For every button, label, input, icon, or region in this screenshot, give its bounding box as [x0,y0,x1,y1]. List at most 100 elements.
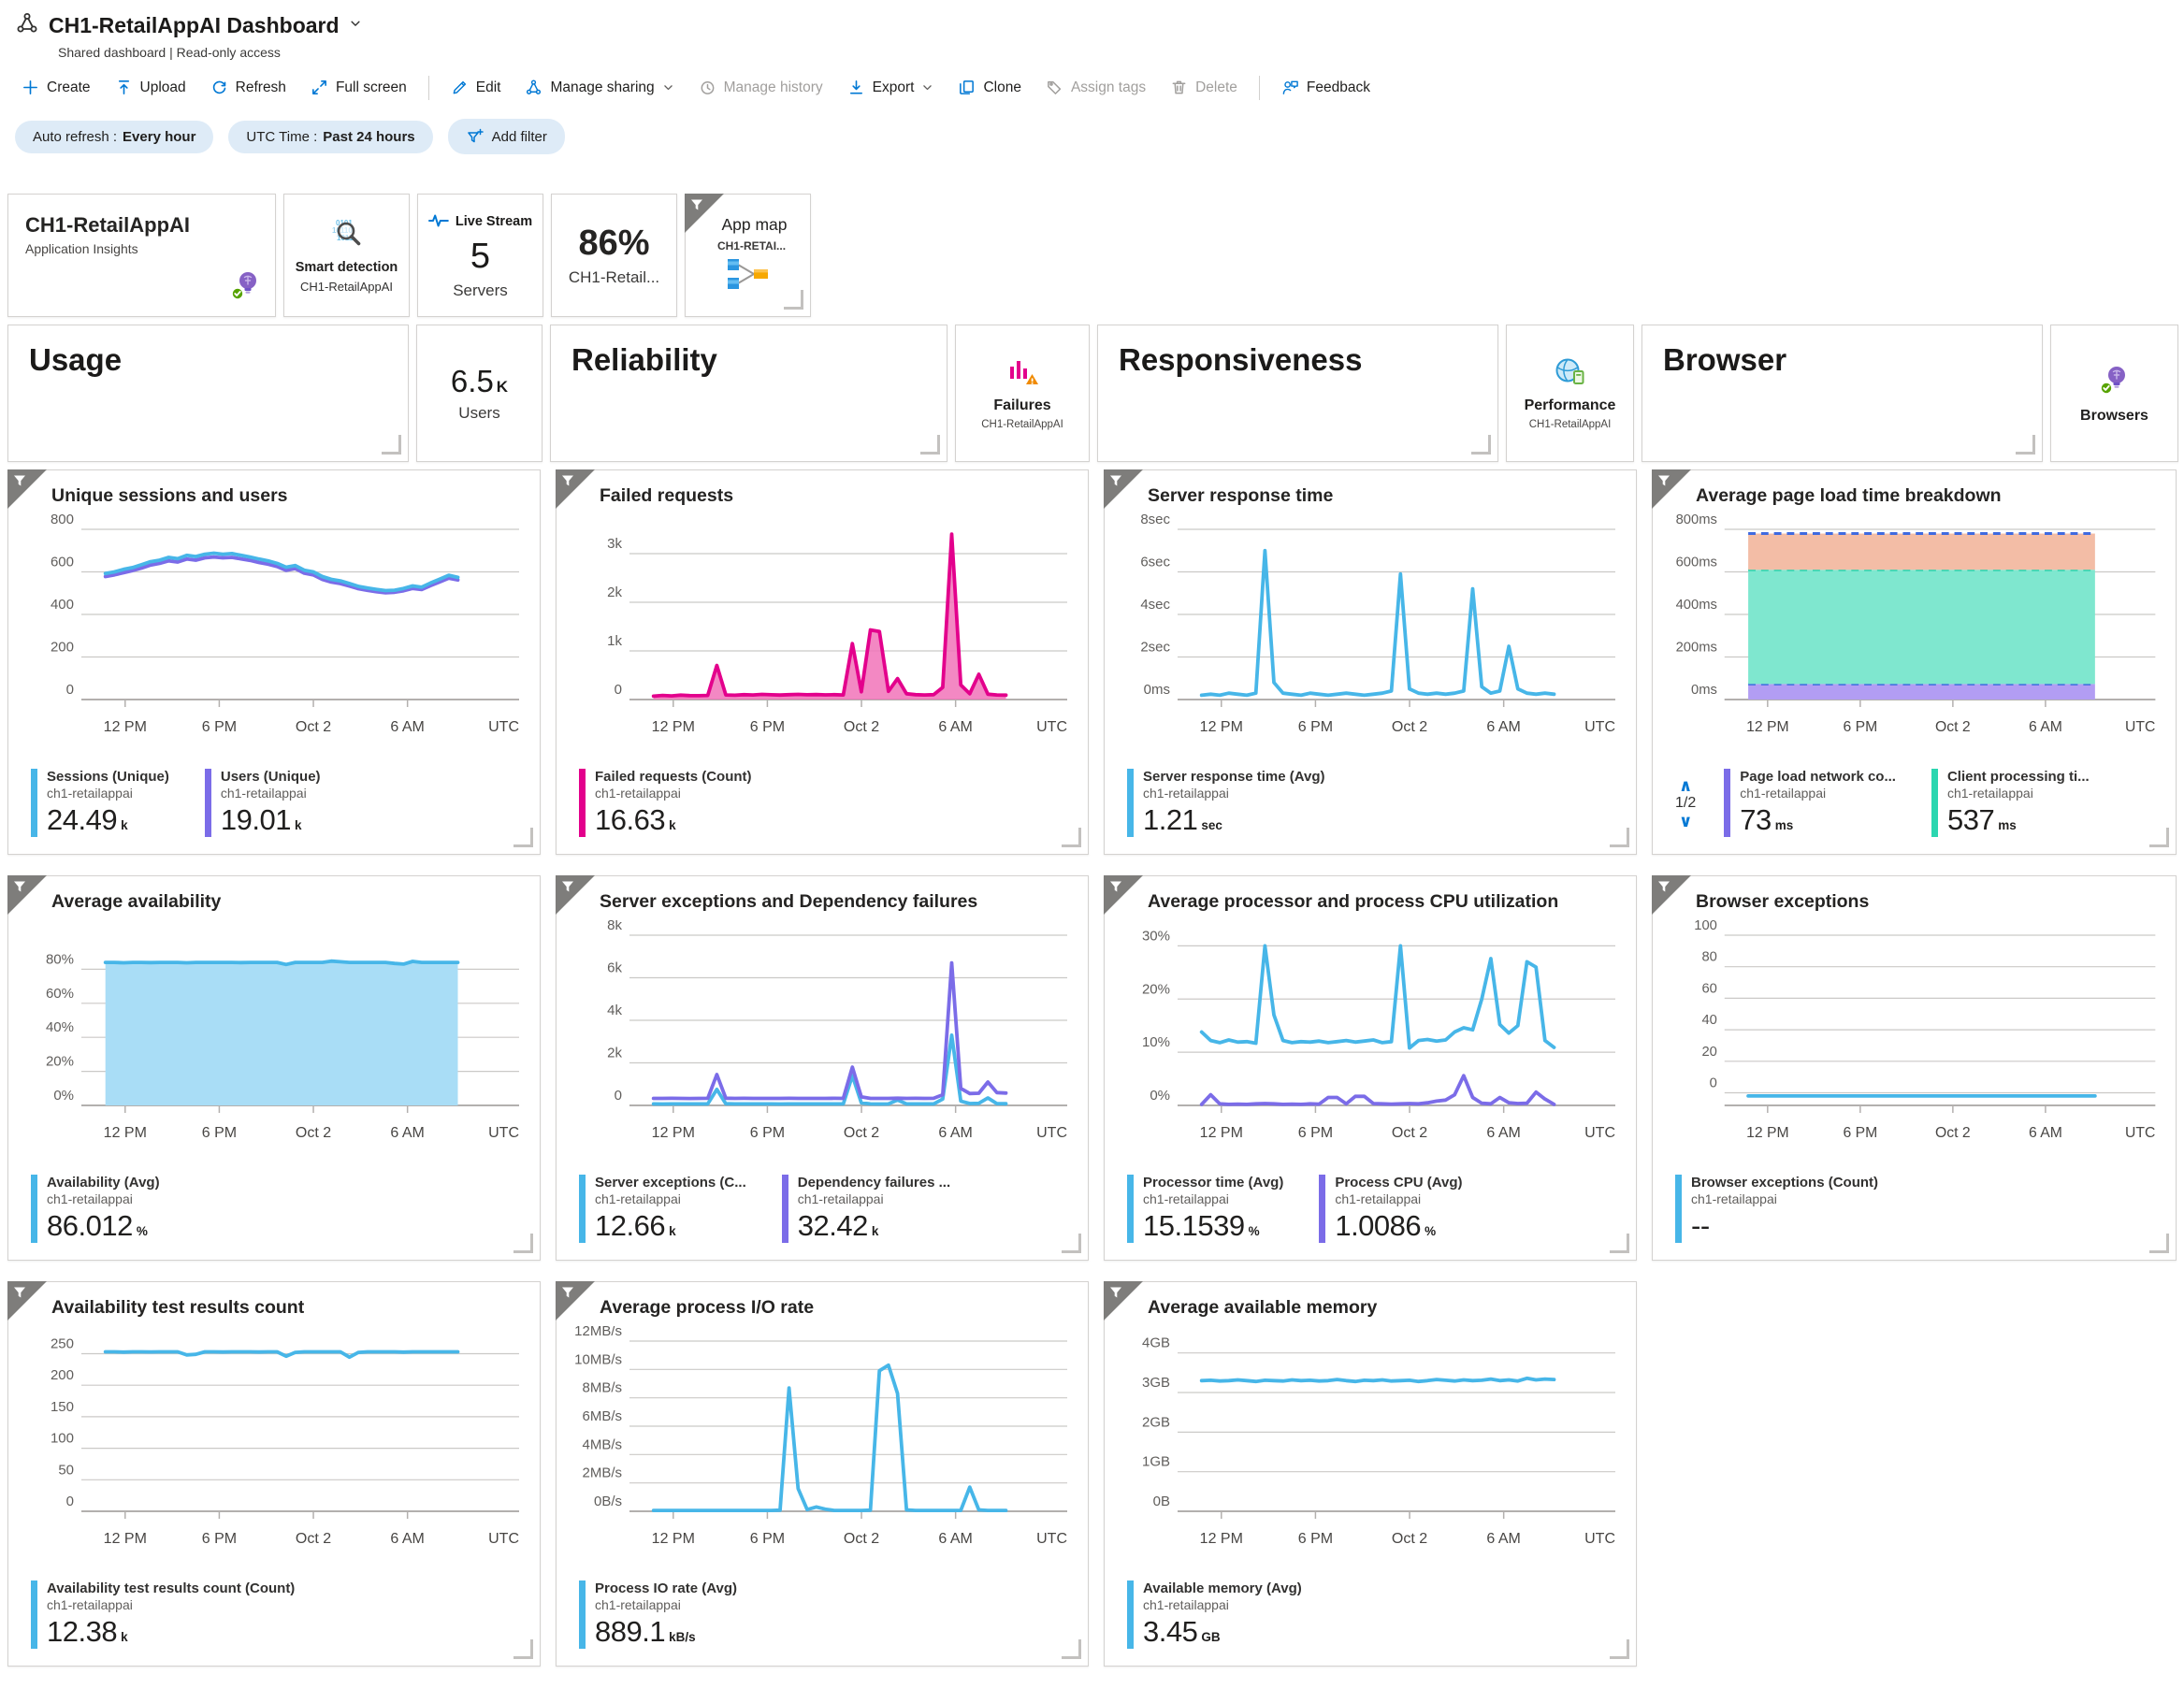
legend-value: 537 ms [1946,803,2017,836]
toolbar-refresh-button[interactable]: Refresh [200,73,297,102]
filter-applied-badge [1652,875,1691,915]
chart-plot-memory: 0B 1GB 2GB 3GB 4GB 12 PM 6 PM Oct 2 6 AM UTC [1142,1335,1615,1547]
svg-text:6 PM: 6 PM [750,1531,785,1547]
legend-resource-name: ch1-retailappai [797,1191,884,1206]
resize-handle[interactable] [2149,828,2169,847]
svg-text:UTC: UTC [1036,1531,1067,1547]
filter-applied-badge [556,1281,595,1321]
resize-handle[interactable] [513,828,533,847]
legend-pager-down[interactable]: ∨ [1678,811,1693,830]
resize-handle[interactable] [784,290,803,310]
tile-chart-sessions[interactable]: Unique sessions and users 0 200 400 600 800 12… [7,469,541,855]
tile-browsers[interactable]: Browsers [2050,325,2178,462]
tile-reliability[interactable]: Reliability [550,325,947,462]
legend-resource-name: ch1-retailappai [1335,1191,1422,1206]
chart-title-availability: Average availability [51,891,222,912]
tile-application-insights[interactable]: CH1-RetailAppAI Application Insights [7,194,276,317]
svg-text:200: 200 [51,1367,74,1383]
section-title-responsiveness: Responsiveness [1119,342,1363,377]
svg-text:6 PM: 6 PM [202,719,237,735]
resize-handle[interactable] [920,435,940,455]
tile-live-stream[interactable]: Live Stream 5 Servers [417,194,543,317]
svg-text:6 AM: 6 AM [938,1125,972,1141]
svg-text:0B/s: 0B/s [594,1494,622,1509]
svg-text:100: 100 [51,1431,74,1447]
tile-browser[interactable]: Browser [1642,325,2043,462]
resize-handle[interactable] [513,1234,533,1253]
tile-chart-availability-tests[interactable]: Availability test results count 0 50 100 150… [7,1281,541,1667]
toolbar-create-button[interactable]: Create [11,73,101,102]
resize-handle[interactable] [2149,1234,2169,1253]
legend-item: Page load network co... ch1-retailappai 73… [1724,769,1896,837]
svg-text:6 PM: 6 PM [1843,719,1877,735]
tile-chart-exceptions[interactable]: Server exceptions and Dependency failure… [556,875,1089,1261]
legend-resource-name: ch1-retailappai [1143,786,1229,801]
legend-unit: k [121,1630,128,1644]
tile-failures[interactable]: Failures CH1-RetailAppAI [955,325,1090,462]
resize-handle[interactable] [1471,435,1491,455]
tile-responsiveness[interactable]: Responsiveness [1097,325,1498,462]
upload-icon [115,79,133,96]
history-icon [699,79,716,96]
tile-chart-browser-exceptions[interactable]: Browser exceptions 0 20 40 60 80 100 12 PM 6 PM O… [1652,875,2177,1261]
tile-usage[interactable]: Usage [7,325,409,462]
command-bar: Create Upload Refresh Full screen Edit Manage… [0,60,2184,102]
svg-text:Oct 2: Oct 2 [844,1531,879,1547]
users-count-unit: K [496,378,509,396]
add-filter-button[interactable]: Add filter [447,119,565,154]
app-map-title: App map [721,215,788,234]
svg-text:6 AM: 6 AM [390,1125,424,1141]
toolbar-upload-button[interactable]: Upload [105,73,196,102]
svg-text:250: 250 [51,1335,74,1351]
tile-chart-availability[interactable]: Average availability 0% 20% 40% 60% 80% 12 PM 6… [7,875,541,1261]
lightbulb-icon [228,268,264,309]
chart-legend: Server exceptions (C... ch1-retailappai 12… [579,1175,950,1243]
toolbar-full-screen-button[interactable]: Full screen [300,73,417,102]
tile-performance[interactable]: Performance CH1-RetailAppAI [1506,325,1634,462]
resize-handle[interactable] [1610,1639,1629,1659]
svg-text:6 PM: 6 PM [1298,1125,1333,1141]
svg-text:20: 20 [1701,1045,1716,1060]
resize-handle[interactable] [513,1639,533,1659]
funnel-white-icon [560,879,575,899]
toolbar-label: Upload [139,79,186,95]
tile-availability-percent[interactable]: 86% CH1-Retail... [551,194,677,317]
legend-unit: k [871,1224,879,1238]
toolbar-clone-button[interactable]: Clone [947,73,1032,102]
toolbar-manage-sharing-button[interactable]: Manage sharing [514,73,684,102]
resize-handle[interactable] [1062,1639,1081,1659]
toolbar-edit-button[interactable]: Edit [441,73,512,102]
title-chevron-down-icon[interactable] [349,17,362,35]
tile-users[interactable]: 6.5 K Users [416,325,542,462]
legend-pager-up[interactable]: ∧ [1678,775,1693,795]
filter-pill-1[interactable]: UTC Time : Past 24 hours [228,120,433,153]
section-title-usage: Usage [29,342,123,377]
svg-text:150: 150 [51,1399,74,1415]
resize-handle[interactable] [1062,1234,1081,1253]
filter-pill-0[interactable]: Auto refresh : Every hour [15,120,214,153]
svg-text:UTC: UTC [1584,1125,1615,1141]
toolbar-export-button[interactable]: Export [837,73,945,102]
tile-smart-detection[interactable]: 0101101101011 Smart detection CH1-RetailAp… [283,194,410,317]
svg-text:2sec: 2sec [1140,640,1170,656]
resize-handle[interactable] [1062,828,1081,847]
resize-handle[interactable] [2016,435,2035,455]
resize-handle[interactable] [1610,1234,1629,1253]
live-stream-sublabel: Servers [453,281,508,299]
tile-chart-server-response[interactable]: Server response time 0ms 2sec 4sec 6sec 8sec 1… [1104,469,1637,855]
legend-metric-name: Page load network co... [1740,769,1896,785]
svg-text:UTC: UTC [488,719,519,735]
svg-text:6 AM: 6 AM [938,719,972,735]
resize-handle[interactable] [1610,828,1629,847]
tile-chart-memory[interactable]: Average available memory 0B 1GB 2GB 3GB 4GB 12… [1104,1281,1637,1667]
svg-text:1k: 1k [607,633,622,649]
tile-chart-cpu[interactable]: Average processor and process CPU utiliz… [1104,875,1637,1261]
tile-chart-process-io[interactable]: Average process I/O rate 0B/s 2MB/s 4MB/s 6M… [556,1281,1089,1667]
toolbar-feedback-button[interactable]: Feedback [1271,73,1381,102]
tile-chart-failed-requests[interactable]: Failed requests 0 1k 2k 3k 12 PM 6 PM Oct 2 6 AM… [556,469,1089,855]
svg-text:Oct 2: Oct 2 [844,719,879,735]
resize-handle[interactable] [382,435,401,455]
tile-app-map[interactable]: App map CH1-RETAI... [685,194,811,317]
filter-pill-label: UTC Time : [246,128,318,145]
tile-chart-page-load[interactable]: Average page load time breakdown 0ms 200ms… [1652,469,2177,855]
